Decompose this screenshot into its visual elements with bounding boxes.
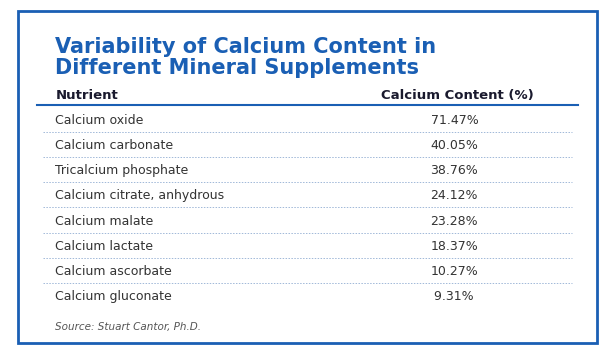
Text: Calcium ascorbate: Calcium ascorbate — [55, 265, 172, 278]
Text: Different Mineral Supplements: Different Mineral Supplements — [55, 58, 419, 78]
Text: Calcium carbonate: Calcium carbonate — [55, 139, 173, 152]
Text: Calcium Content (%): Calcium Content (%) — [381, 89, 534, 102]
Text: Variability of Calcium Content in: Variability of Calcium Content in — [55, 37, 437, 57]
FancyBboxPatch shape — [18, 10, 597, 343]
Text: Calcium lactate: Calcium lactate — [55, 240, 153, 253]
Text: 10.27%: 10.27% — [430, 265, 478, 278]
Text: Tricalcium phosphate: Tricalcium phosphate — [55, 164, 189, 177]
Text: 40.05%: 40.05% — [430, 139, 478, 152]
Text: 38.76%: 38.76% — [430, 164, 478, 177]
Text: 71.47%: 71.47% — [430, 114, 478, 127]
Text: Source: Stuart Cantor, Ph.D.: Source: Stuart Cantor, Ph.D. — [55, 322, 201, 332]
Text: Calcium oxide: Calcium oxide — [55, 114, 144, 127]
Text: Nutrient: Nutrient — [55, 89, 118, 102]
Text: Calcium citrate, anhydrous: Calcium citrate, anhydrous — [55, 189, 224, 202]
Text: 18.37%: 18.37% — [430, 240, 478, 253]
Text: Calcium gluconate: Calcium gluconate — [55, 290, 172, 303]
Text: Calcium malate: Calcium malate — [55, 215, 154, 228]
Text: 24.12%: 24.12% — [430, 189, 478, 202]
Text: 9.31%: 9.31% — [430, 290, 474, 303]
Text: 23.28%: 23.28% — [430, 215, 478, 228]
